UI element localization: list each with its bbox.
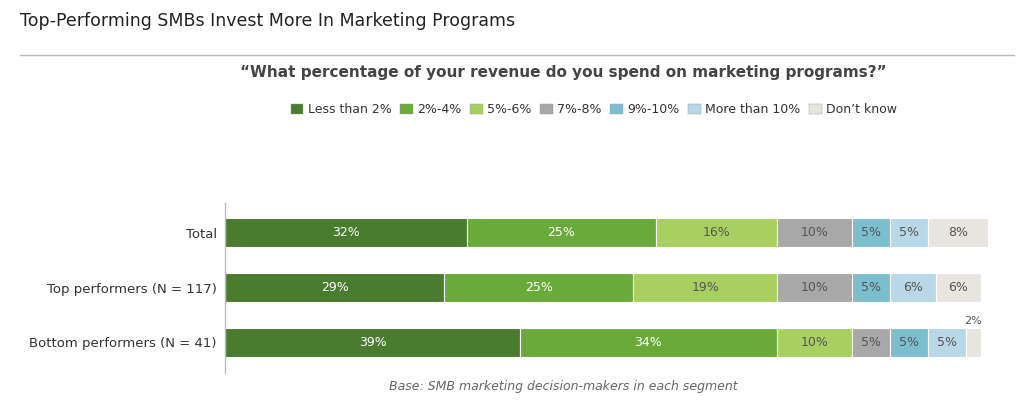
Bar [520,328,777,357]
Text: Top-Performing SMBs Invest More In Marketing Programs: Top-Performing SMBs Invest More In Marke… [20,12,516,30]
Bar [936,273,981,302]
Text: 25%: 25% [525,281,553,294]
Text: 39%: 39% [358,336,386,349]
Bar [444,273,633,302]
Text: 34%: 34% [635,336,663,349]
Text: 19%: 19% [691,281,719,294]
Text: 10%: 10% [801,226,828,239]
Bar [777,273,852,302]
Text: 8%: 8% [948,226,968,239]
Text: 5%: 5% [861,226,882,239]
Bar [467,218,656,247]
Text: “What percentage of your revenue do you spend on marketing programs?”: “What percentage of your revenue do you … [240,65,887,80]
Text: 29%: 29% [321,281,349,294]
Bar [852,273,890,302]
Bar [225,273,444,302]
Text: 5%: 5% [861,281,882,294]
Legend: Less than 2%, 2%-4%, 5%-6%, 7%-8%, 9%-10%, More than 10%, Don’t know: Less than 2%, 2%-4%, 5%-6%, 7%-8%, 9%-10… [291,103,897,117]
Bar [928,218,988,247]
Text: 5%: 5% [899,226,920,239]
Text: 25%: 25% [548,226,575,239]
Bar [852,328,890,357]
Bar [225,328,520,357]
Bar [890,218,928,247]
Text: 5%: 5% [899,336,920,349]
Bar [890,328,928,357]
Bar [966,328,981,357]
Bar [928,328,966,357]
Text: Base: SMB marketing decision-makers in each segment: Base: SMB marketing decision-makers in e… [389,380,737,393]
Text: 10%: 10% [801,281,828,294]
Text: 5%: 5% [937,336,956,349]
Text: 6%: 6% [903,281,923,294]
Text: 16%: 16% [702,226,730,239]
Bar [633,273,777,302]
Bar [777,218,852,247]
Text: 6%: 6% [948,281,968,294]
Text: 2%: 2% [965,316,982,326]
Bar [852,218,890,247]
Text: 5%: 5% [861,336,882,349]
Bar [225,218,467,247]
Text: 10%: 10% [801,336,828,349]
Bar [777,328,852,357]
Bar [890,273,936,302]
Bar [656,218,777,247]
Text: 32%: 32% [333,226,360,239]
